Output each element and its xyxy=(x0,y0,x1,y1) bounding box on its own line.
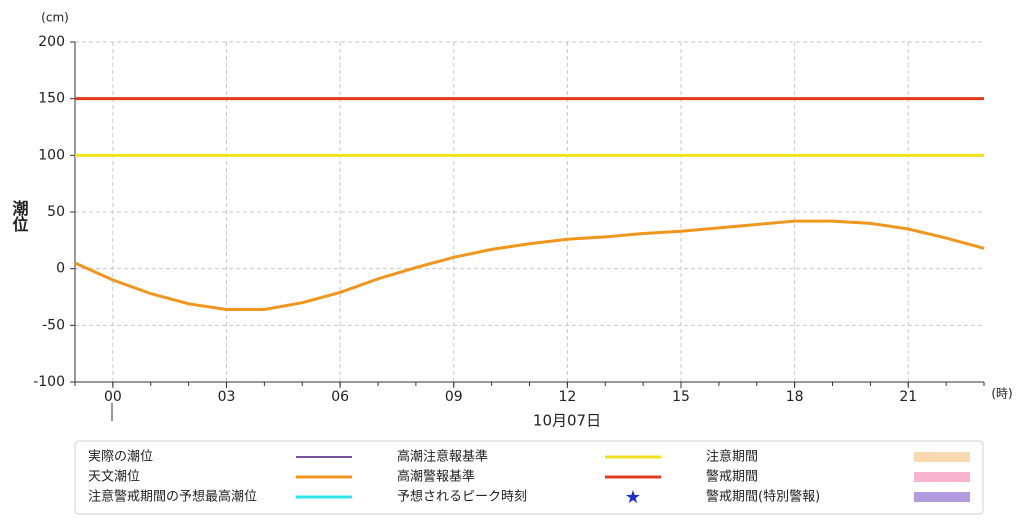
y-tick-label: -100 xyxy=(33,374,65,390)
legend-swatch xyxy=(914,452,970,462)
legend-label: 注意期間 xyxy=(706,449,758,465)
legend-label: 警戒期間(特別警報) xyxy=(706,489,820,505)
legend-swatch xyxy=(914,472,970,482)
x-tick-label: 00 xyxy=(104,389,122,405)
y-tick-label: 50 xyxy=(47,204,65,220)
legend-label: 注意警戒期間の予想最高潮位 xyxy=(88,489,257,505)
legend-label: 実際の潮位 xyxy=(88,449,153,465)
y-tick-label: 200 xyxy=(38,34,65,50)
x-tick-label: 15 xyxy=(672,389,690,405)
legend-box xyxy=(74,440,984,515)
legend-star: ★ xyxy=(625,487,641,508)
legend-label: 高潮警報基準 xyxy=(397,469,475,485)
legend-label: 高潮注意報基準 xyxy=(397,449,488,465)
x-tick-label: 06 xyxy=(331,389,349,405)
legend-swatch xyxy=(914,492,970,502)
x-tick-label: 09 xyxy=(445,389,463,405)
y-tick-label: -50 xyxy=(42,317,65,333)
tide-line xyxy=(74,219,985,311)
y-tick-label: 150 xyxy=(38,91,65,107)
legend-label: 予想されるピーク時刻 xyxy=(397,489,527,505)
y-tick-label: 0 xyxy=(56,261,65,277)
x-tick-label: 18 xyxy=(786,389,804,405)
x-unit: (時) xyxy=(991,387,1012,401)
legend-label: 警戒期間 xyxy=(706,469,758,485)
x-tick-label: 12 xyxy=(558,389,576,405)
x-tick-label: 21 xyxy=(899,389,917,405)
y-axis-label: 潮位 xyxy=(10,199,29,233)
legend-label: 天文潮位 xyxy=(88,470,140,485)
date-label: 10月07日 xyxy=(533,412,601,430)
y-tick-label: 100 xyxy=(38,147,65,163)
x-tick-label: 03 xyxy=(218,389,236,405)
y-unit: (cm) xyxy=(41,11,69,25)
